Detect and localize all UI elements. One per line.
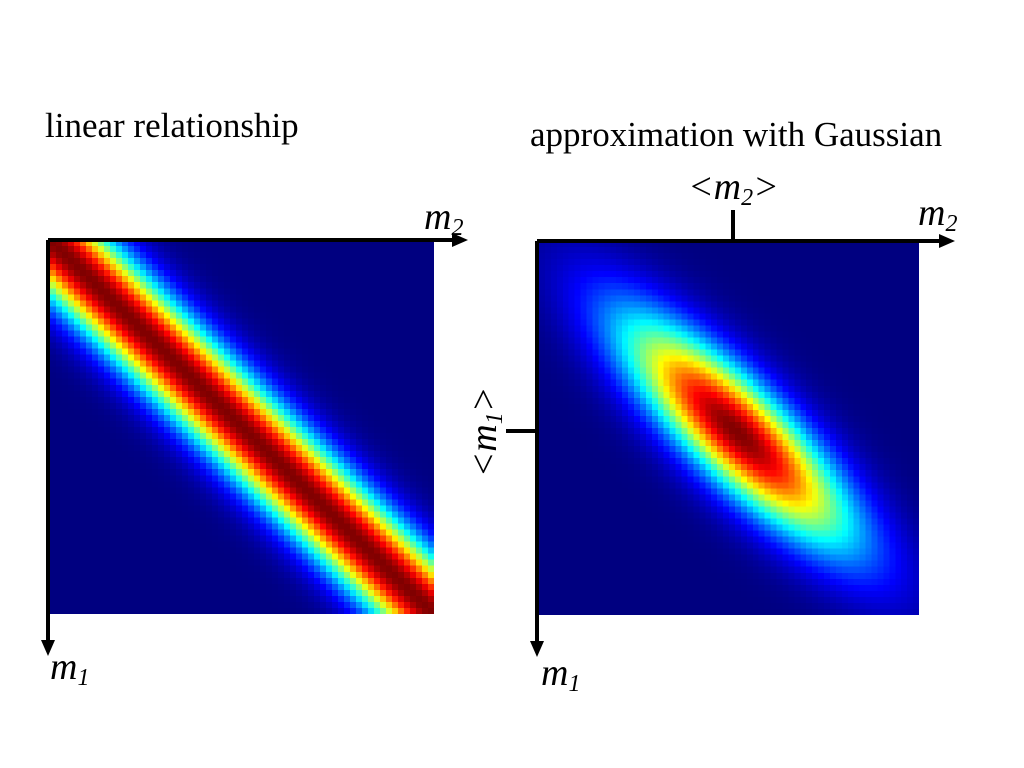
linear-relationship-heatmap (50, 240, 434, 614)
mean-m2-label: <m2> (688, 166, 779, 211)
title-gaussian-approximation: approximation with Gaussian (530, 115, 943, 154)
left-m1-arrowhead (41, 640, 55, 656)
gaussian-approximation-heatmap (539, 241, 919, 615)
mean-m1-label: <m1> (463, 386, 508, 478)
title-linear-relationship: linear relationship (45, 106, 299, 145)
right-m1-arrowhead (530, 641, 544, 657)
left-m2-arrowhead (452, 233, 468, 247)
left-axes (41, 233, 468, 656)
left-m2-axis-label: m2 (424, 196, 464, 241)
right-m2-arrowhead (939, 234, 955, 248)
right-m1-axis-label: m1 (541, 652, 581, 697)
right-axes (506, 210, 955, 657)
left-m1-axis-label: m1 (50, 646, 90, 691)
right-m2-axis-label: m2 (918, 192, 958, 237)
